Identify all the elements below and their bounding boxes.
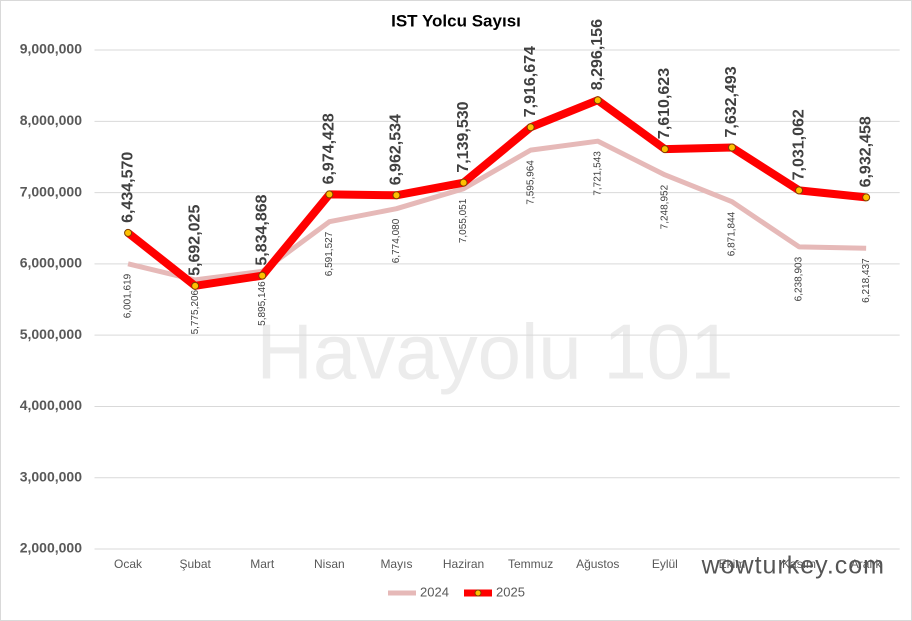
data-label: 6,001,619 bbox=[123, 273, 134, 318]
point-marker bbox=[526, 123, 535, 132]
data-label: 6,218,437 bbox=[861, 258, 872, 303]
x-tick-label: Mart bbox=[250, 557, 275, 571]
data-label: 7,916,674 bbox=[522, 46, 539, 117]
point-marker bbox=[727, 143, 736, 152]
x-tick-label: Ocak bbox=[114, 557, 143, 571]
point-marker bbox=[459, 178, 468, 187]
x-tick-label: Şubat bbox=[179, 557, 211, 571]
data-label: 6,591,527 bbox=[324, 231, 335, 276]
legend-label: 2025 bbox=[496, 584, 525, 599]
line-series bbox=[125, 96, 867, 290]
data-label: 7,595,964 bbox=[525, 160, 536, 205]
x-tick-label: Temmuz bbox=[508, 557, 553, 571]
x-tick-label: Eylül bbox=[652, 557, 678, 571]
data-label: 5,775,206 bbox=[190, 289, 201, 334]
y-tick-label: 5,000,000 bbox=[20, 326, 82, 342]
point-marker bbox=[795, 186, 804, 195]
point-marker bbox=[593, 96, 602, 105]
data-label: 6,932,458 bbox=[857, 116, 874, 187]
legend-label: 2024 bbox=[420, 584, 449, 599]
data-label: 5,692,025 bbox=[186, 205, 203, 276]
data-label: 8,296,156 bbox=[589, 19, 606, 90]
data-label: 6,238,903 bbox=[794, 256, 805, 301]
point-marker bbox=[862, 193, 871, 202]
data-label: 6,962,534 bbox=[388, 114, 405, 185]
data-label: 6,434,570 bbox=[119, 152, 136, 223]
watermark: Havayolu 101 bbox=[257, 308, 734, 396]
y-tick-label: 9,000,000 bbox=[20, 41, 82, 57]
y-tick-label: 2,000,000 bbox=[20, 540, 82, 556]
data-label: 5,895,146 bbox=[257, 281, 268, 326]
data-label: 7,721,543 bbox=[592, 151, 603, 196]
point-marker bbox=[392, 191, 401, 200]
point-marker bbox=[124, 228, 133, 237]
data-label: 6,774,080 bbox=[391, 218, 402, 263]
x-tick-label: Haziran bbox=[443, 557, 484, 571]
x-tick-label: Ekim bbox=[719, 557, 746, 571]
y-tick-label: 4,000,000 bbox=[20, 397, 82, 413]
data-label: 7,139,530 bbox=[455, 101, 472, 172]
x-tick-label: Mayıs bbox=[380, 557, 412, 571]
watermark: wowturkey.com bbox=[701, 552, 885, 580]
y-tick-label: 7,000,000 bbox=[20, 183, 82, 199]
point-marker bbox=[660, 145, 669, 154]
y-tick-label: 6,000,000 bbox=[20, 255, 82, 271]
x-tick-label: Kasım bbox=[782, 557, 816, 571]
y-tick-label: 3,000,000 bbox=[20, 468, 82, 484]
point-marker bbox=[325, 190, 334, 199]
x-tick-label: Ağustos bbox=[576, 557, 619, 571]
line-series bbox=[127, 138, 867, 283]
data-label: 7,248,952 bbox=[659, 184, 670, 229]
data-label: 7,610,623 bbox=[656, 68, 673, 139]
data-label: 6,871,844 bbox=[727, 211, 738, 256]
x-tick-label: Nisan bbox=[314, 557, 345, 571]
point-marker bbox=[258, 271, 267, 280]
x-tick-label: Aralık bbox=[851, 557, 883, 571]
data-label: 7,055,051 bbox=[458, 198, 469, 243]
data-label: 7,031,062 bbox=[790, 109, 807, 180]
data-label: 6,974,428 bbox=[321, 113, 338, 184]
y-tick-label: 8,000,000 bbox=[20, 112, 82, 128]
legend-marker bbox=[474, 589, 482, 597]
point-marker bbox=[191, 281, 200, 290]
data-label: 7,632,493 bbox=[723, 66, 740, 137]
chart-title: IST Yolcu Sayısı bbox=[391, 11, 521, 30]
data-label: 5,834,868 bbox=[253, 194, 270, 265]
